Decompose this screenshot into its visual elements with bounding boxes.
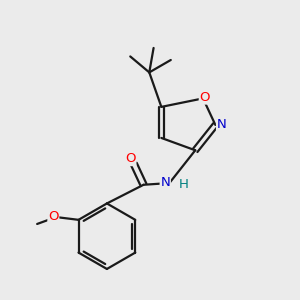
Text: O: O xyxy=(48,209,58,223)
Text: O: O xyxy=(200,91,210,104)
Text: O: O xyxy=(125,152,136,165)
Text: H: H xyxy=(178,178,188,191)
Text: N: N xyxy=(217,118,226,131)
Text: N: N xyxy=(160,176,170,188)
